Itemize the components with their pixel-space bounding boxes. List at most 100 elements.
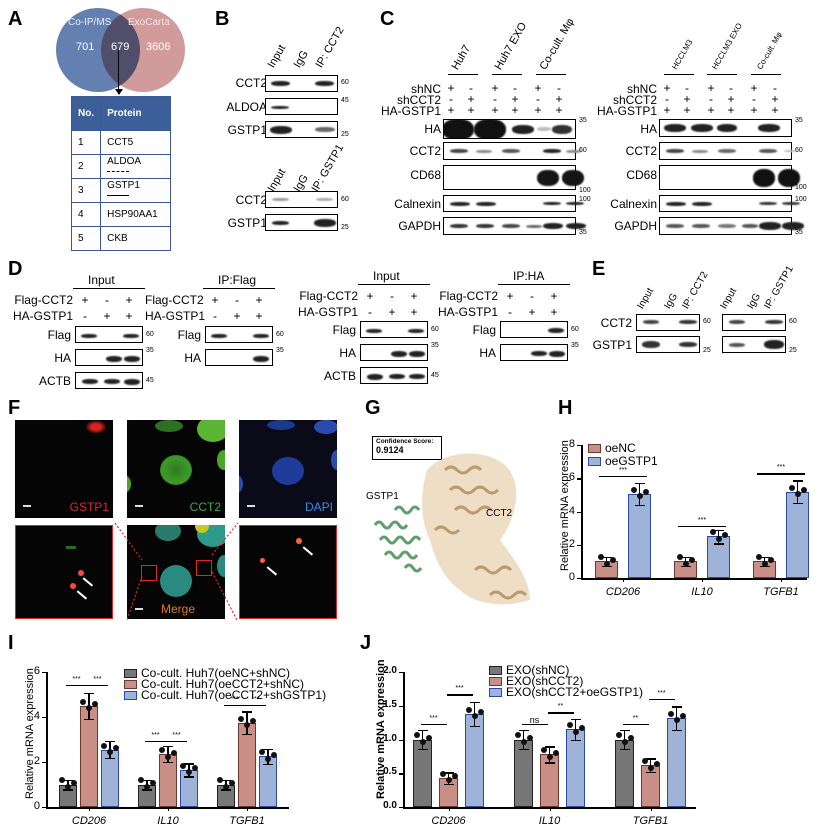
condition-sign: + bbox=[233, 309, 241, 323]
y-tick bbox=[42, 717, 46, 719]
x-tick bbox=[168, 807, 170, 811]
x-tick bbox=[89, 807, 91, 811]
blot-cd68 bbox=[659, 165, 800, 190]
error-cap bbox=[570, 739, 581, 742]
x-tick bbox=[549, 807, 551, 811]
legend-label: Co-cult. Huh7(oeCCT2+shGSTP1) bbox=[141, 688, 327, 702]
block-title: Input bbox=[373, 269, 400, 283]
blot-row-label: GAPDH bbox=[398, 219, 441, 233]
condition-sign: + bbox=[683, 103, 691, 117]
data-point bbox=[709, 529, 716, 536]
x-category-label: IL10 bbox=[157, 815, 179, 827]
panel-label-a: A bbox=[8, 8, 23, 30]
condition-label: HA-GSTP1 bbox=[145, 309, 206, 323]
significance-line bbox=[648, 699, 675, 701]
lane-label: IP: GSTP1 bbox=[309, 142, 347, 194]
condition-sign: - bbox=[493, 92, 497, 106]
blot-cd68 bbox=[443, 165, 584, 190]
error-cap bbox=[634, 505, 645, 507]
y-axis bbox=[581, 445, 583, 578]
significance-label: *** bbox=[657, 690, 666, 698]
y-tick-label: 2 bbox=[33, 755, 40, 767]
x-tick bbox=[623, 578, 625, 582]
condition-sign: + bbox=[550, 289, 558, 303]
protein-label-cct2: CCT2 bbox=[486, 508, 513, 519]
x-category-label: TGFB1 bbox=[763, 586, 799, 598]
data-point bbox=[107, 749, 113, 756]
y-tick bbox=[399, 672, 403, 674]
y-tick bbox=[399, 739, 403, 741]
table-row: 5 CKB bbox=[70, 226, 171, 251]
panel-label-j: J bbox=[360, 632, 372, 654]
block-title-underline bbox=[203, 288, 275, 290]
block-title: IP:Flag bbox=[218, 273, 257, 287]
error-cap bbox=[619, 730, 630, 732]
condition-label: Flag-CCT2 bbox=[145, 293, 204, 307]
row-number: 1 bbox=[70, 130, 102, 155]
error-cap bbox=[63, 779, 73, 781]
condition-sign: + bbox=[534, 103, 542, 117]
error-cap bbox=[242, 711, 252, 713]
blot-row-label: HA bbox=[424, 122, 441, 136]
significance-label: *** bbox=[172, 731, 181, 739]
blot-row-label: Calnexin bbox=[394, 197, 441, 211]
significance-line bbox=[678, 526, 726, 528]
data-point bbox=[180, 762, 186, 769]
data-point bbox=[636, 493, 643, 500]
data-point bbox=[223, 783, 229, 790]
error-cap bbox=[417, 748, 428, 751]
data-point bbox=[621, 738, 628, 745]
blot-flag bbox=[75, 326, 143, 343]
group-label: HCCLM3 bbox=[670, 38, 695, 71]
condition-sign: - bbox=[469, 81, 473, 95]
condition-label: Flag-CCT2 bbox=[439, 289, 498, 303]
blot-row-label: CCT2 bbox=[625, 144, 657, 158]
y-tick-label: 6 bbox=[33, 665, 40, 677]
significance-label: *** bbox=[230, 695, 239, 703]
y-tick bbox=[399, 705, 403, 708]
error-cap bbox=[792, 480, 803, 482]
x-category-label: IL10 bbox=[538, 815, 561, 827]
blot-row-label: CCT2 bbox=[409, 144, 441, 158]
venn-arrow-line bbox=[118, 50, 120, 90]
condition-sign: - bbox=[530, 289, 534, 303]
zoom-connector-lines bbox=[114, 522, 239, 620]
data-point bbox=[465, 706, 472, 713]
condition-label: shCCT2 bbox=[612, 93, 657, 107]
y-tick-label: 2.0 bbox=[383, 665, 397, 676]
bar bbox=[80, 705, 98, 807]
condition-sign: - bbox=[449, 92, 453, 106]
error-cap bbox=[680, 557, 691, 559]
blot-row-label: GAPDH bbox=[614, 219, 657, 233]
confidence-score-box: Confidence Score: 0.9124 bbox=[372, 436, 442, 460]
blot-row-label: Flag bbox=[177, 328, 201, 342]
y-tick bbox=[577, 478, 581, 480]
data-point bbox=[647, 764, 654, 771]
row-number: 2 bbox=[70, 154, 102, 179]
error-cap bbox=[417, 730, 428, 732]
error-cap bbox=[84, 692, 94, 695]
condition-sign: + bbox=[750, 81, 758, 95]
data-point bbox=[86, 705, 92, 712]
condition-sign: + bbox=[447, 81, 455, 95]
if-image-cct2: CCT2 bbox=[127, 420, 225, 518]
data-point bbox=[609, 556, 616, 563]
condition-sign: - bbox=[685, 81, 689, 95]
y-tick-label: 4 bbox=[568, 504, 575, 517]
blot-actb bbox=[75, 372, 143, 389]
lane-label: Input bbox=[265, 166, 289, 194]
error-cap bbox=[634, 482, 645, 485]
row-protein: CKB bbox=[100, 226, 171, 251]
condition-sign: + bbox=[255, 309, 263, 323]
y-tick-label: 4 bbox=[33, 710, 40, 722]
table-row: 1 CCT5 bbox=[70, 130, 171, 155]
condition-sign: + bbox=[125, 309, 133, 323]
y-tick-label: 6 bbox=[568, 471, 575, 484]
blot-e-gstp1-left bbox=[636, 336, 700, 353]
blot-flag bbox=[360, 321, 428, 338]
data-point bbox=[425, 734, 432, 741]
error-cap bbox=[544, 762, 555, 764]
data-point bbox=[144, 783, 150, 790]
mw-marker: 45 bbox=[431, 372, 439, 379]
error-cap bbox=[469, 701, 480, 704]
